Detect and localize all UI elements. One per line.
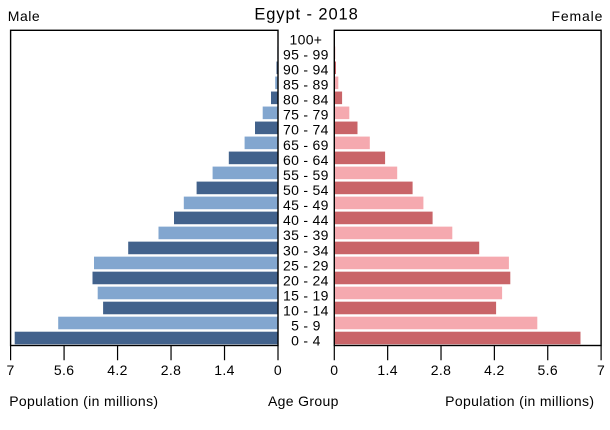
svg-text:50 - 54: 50 - 54 — [283, 182, 329, 198]
svg-text:85 - 89: 85 - 89 — [283, 77, 329, 93]
svg-text:Egypt - 2018: Egypt - 2018 — [254, 6, 358, 24]
svg-text:Female: Female — [552, 8, 604, 24]
svg-text:5.6: 5.6 — [54, 362, 75, 378]
svg-text:90 - 94: 90 - 94 — [283, 61, 329, 77]
svg-text:30 - 34: 30 - 34 — [283, 242, 329, 258]
svg-text:20 - 24: 20 - 24 — [283, 272, 329, 288]
svg-text:0: 0 — [274, 362, 282, 378]
svg-text:45 - 49: 45 - 49 — [283, 197, 329, 213]
svg-text:65 - 69: 65 - 69 — [283, 137, 329, 153]
svg-text:7: 7 — [7, 362, 15, 378]
svg-text:Age Group: Age Group — [268, 393, 339, 409]
svg-text:4.2: 4.2 — [484, 362, 505, 378]
svg-text:2.8: 2.8 — [431, 362, 452, 378]
svg-text:Population (in millions): Population (in millions) — [9, 393, 158, 409]
svg-text:70 - 74: 70 - 74 — [283, 122, 329, 138]
svg-text:100+: 100+ — [290, 31, 323, 47]
svg-text:7: 7 — [597, 362, 605, 378]
svg-text:2.8: 2.8 — [161, 362, 182, 378]
svg-text:0: 0 — [330, 362, 338, 378]
svg-text:1.4: 1.4 — [214, 362, 235, 378]
svg-text:80 - 84: 80 - 84 — [283, 92, 329, 108]
svg-text:5 - 9: 5 - 9 — [291, 318, 321, 334]
svg-text:1.4: 1.4 — [377, 362, 398, 378]
svg-text:40 - 44: 40 - 44 — [283, 212, 329, 228]
svg-text:5.6: 5.6 — [537, 362, 558, 378]
svg-text:Population (in millions): Population (in millions) — [445, 393, 594, 409]
svg-text:15 - 19: 15 - 19 — [283, 287, 329, 303]
svg-text:95 - 99: 95 - 99 — [283, 46, 329, 62]
svg-text:75 - 79: 75 - 79 — [283, 107, 329, 123]
svg-text:35 - 39: 35 - 39 — [283, 227, 329, 243]
svg-text:55 - 59: 55 - 59 — [283, 167, 329, 183]
svg-text:25 - 29: 25 - 29 — [283, 257, 329, 273]
svg-text:0 - 4: 0 - 4 — [291, 333, 321, 349]
svg-text:Male: Male — [8, 8, 40, 24]
svg-text:10 - 14: 10 - 14 — [283, 303, 329, 319]
svg-text:60 - 64: 60 - 64 — [283, 152, 329, 168]
svg-text:4.2: 4.2 — [107, 362, 128, 378]
